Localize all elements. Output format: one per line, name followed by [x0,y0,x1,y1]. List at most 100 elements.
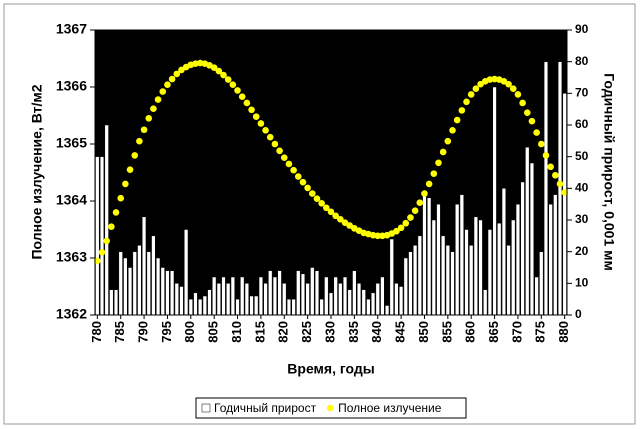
bar [249,295,254,316]
dot [472,85,480,93]
bar [441,235,446,316]
dot [374,232,382,240]
y2-tick-label: 80 [575,54,589,68]
legend-label: Годичный прирост [214,401,317,415]
dot [173,70,181,78]
bar [137,245,142,316]
x-tick-label: 845 [393,321,408,343]
dot [150,105,157,112]
dot [318,199,325,207]
dot [248,106,255,114]
bar [501,188,507,316]
bar [422,194,427,316]
dot [94,257,101,265]
bar [165,270,170,316]
bar [113,289,119,316]
dot [533,129,540,136]
x-tick-label: 875 [533,321,548,343]
legend-label: Полное излучение [338,401,442,415]
x-tick-label: 835 [346,321,361,343]
dot [290,166,297,174]
dot [117,194,125,202]
bar [95,156,100,316]
dot [103,237,110,245]
bar [427,197,432,316]
x-tick-label: 820 [276,321,291,343]
bar [282,283,287,316]
bar [398,286,404,316]
bar [529,162,535,316]
dot [542,152,550,159]
bar [319,298,324,316]
dot [122,180,129,188]
x-tick-label: 810 [229,321,244,343]
dot [210,64,218,71]
dot [514,91,522,98]
bar [389,238,394,316]
dot [416,199,424,207]
x-tick-label: 865 [486,321,501,343]
dot [337,215,344,223]
dot [224,76,232,83]
bar [277,270,282,316]
bar [450,251,455,316]
bar [155,257,161,316]
dot [112,209,120,216]
bar [534,276,539,316]
dot [435,159,442,167]
dot [108,223,115,230]
x-tick-label: 840 [369,321,384,343]
legend-swatch [201,403,211,413]
dot [313,195,321,203]
y2-tick-label: 40 [575,181,589,195]
bar [464,229,469,316]
bar [235,298,240,316]
dot [285,160,293,168]
dot [252,113,260,120]
legend-swatch [326,404,334,412]
bar [254,295,259,316]
x-tick-label: 860 [463,321,478,343]
bar [291,298,296,316]
x-tick-label: 830 [322,321,337,343]
bar [455,203,460,316]
bar [375,283,380,316]
y-tick-label: 1364 [56,192,87,208]
dot [411,207,419,214]
dot [140,126,148,134]
dot [168,75,176,83]
bar [328,292,334,316]
dot [234,87,241,94]
dot [271,140,279,148]
bar [347,289,352,316]
bar [366,298,371,316]
bar [548,203,553,316]
bar [370,292,376,316]
bar [188,298,193,316]
bar [141,216,147,316]
dot [266,133,274,141]
bar [539,251,544,316]
dot [323,204,330,212]
bar [384,305,390,316]
x-tick-label: 880 [556,321,571,343]
bar [557,61,563,316]
bar [497,222,502,316]
bar [511,219,516,316]
bar [300,273,306,316]
x-tick-label: 850 [416,321,431,343]
x-tick-label: 815 [252,321,267,343]
bar [483,289,488,316]
bar [174,283,179,316]
bar [151,235,156,316]
dot [309,190,316,197]
bar [226,283,231,316]
dot [257,120,265,127]
bar [286,298,292,316]
bar [118,251,123,316]
bar [352,270,357,316]
dot [136,137,143,145]
dot [430,170,438,177]
dot [458,107,466,114]
